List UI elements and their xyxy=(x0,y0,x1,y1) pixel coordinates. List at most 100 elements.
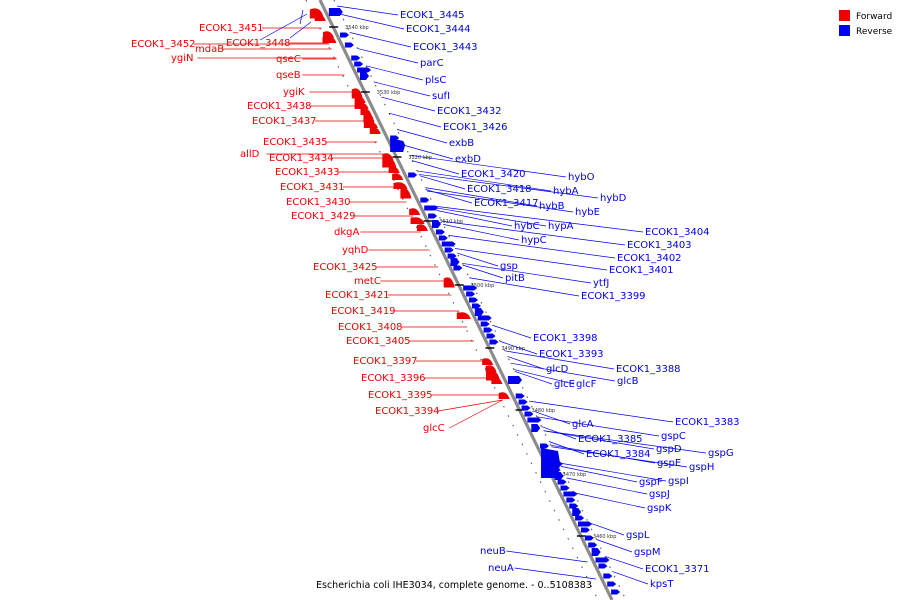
forward-gene xyxy=(392,173,404,180)
reverse-leader xyxy=(336,5,399,16)
forward-gene xyxy=(400,188,412,199)
scale-tick-label: 3470 kbp xyxy=(563,472,587,478)
forward-gene-label: ECOK1_3435 xyxy=(263,137,328,148)
reverse-leader xyxy=(513,369,575,385)
reverse-leader xyxy=(492,324,532,339)
reverse-gene xyxy=(469,297,478,303)
reverse-gene-label: hybC xyxy=(514,221,540,232)
reverse-leader xyxy=(409,154,567,178)
forward-gene-label: ECOK1_3452 xyxy=(131,39,196,50)
reverse-gene-label: ECOK1_3420 xyxy=(461,169,526,180)
forward-gene xyxy=(482,358,494,365)
scale-tick-label: 3460 kbp xyxy=(593,534,617,540)
reverse-leader xyxy=(418,174,599,199)
reverse-gene-label: gspH xyxy=(689,462,714,473)
reverse-gene xyxy=(607,581,617,587)
forward-leader xyxy=(449,399,503,429)
reverse-gene xyxy=(578,521,593,527)
reverse-gene xyxy=(584,535,594,541)
reverse-gene xyxy=(477,315,492,321)
reverse-gene xyxy=(489,339,499,345)
reverse-leader xyxy=(560,466,638,483)
reverse-gene xyxy=(420,197,430,203)
reverse-gene-label: hypC xyxy=(521,235,547,246)
reverse-gene-label: gspD xyxy=(656,444,682,455)
forward-gene xyxy=(498,392,510,399)
reverse-leader xyxy=(462,262,592,284)
reverse-gene xyxy=(557,479,567,485)
reverse-leader xyxy=(462,264,504,279)
reverse-gene-label: exbD xyxy=(455,154,481,165)
forward-gene-label: ECOK1_3431 xyxy=(280,182,345,193)
reverse-gene-label: gspI xyxy=(668,476,689,487)
legend-reverse-swatch xyxy=(839,25,850,36)
forward-gene-label: ECOK1_3405 xyxy=(346,336,411,347)
forward-gene-label: ECOK1_3419 xyxy=(331,306,396,317)
forward-gene xyxy=(323,31,335,38)
reverse-leader xyxy=(436,210,513,227)
forward-gene xyxy=(354,96,366,103)
reverse-gene-label: ECOK1_3401 xyxy=(609,265,674,276)
reverse-gene xyxy=(560,485,570,491)
forward-gene xyxy=(456,312,471,319)
reverse-leader xyxy=(289,21,312,39)
reverse-gene-label: hybA xyxy=(553,186,579,197)
forward-gene-label: ECOK1_3394 xyxy=(375,406,440,417)
reverse-leader xyxy=(506,550,588,563)
reverse-gene xyxy=(390,138,406,152)
reverse-leader xyxy=(559,462,667,482)
reverse-gene xyxy=(354,61,364,67)
reverse-gene-label: ECOK1_3384 xyxy=(586,449,651,460)
reverse-leader xyxy=(349,32,412,48)
reverse-leader xyxy=(534,411,571,425)
reverse-leader xyxy=(510,362,616,382)
reverse-gene-label: glcE xyxy=(554,379,575,390)
reverse-gene xyxy=(444,247,454,253)
reverse-gene xyxy=(524,411,534,417)
reverse-gene-label: hybO xyxy=(568,172,595,183)
forward-gene-label: ygiK xyxy=(283,87,305,98)
reverse-leader xyxy=(543,430,707,454)
reverse-gene xyxy=(540,443,550,449)
reverse-gene-label: pitB xyxy=(505,273,525,284)
reverse-leader xyxy=(373,81,431,97)
reverse-leader xyxy=(573,492,646,509)
reverse-gene-label: ECOK1_3399 xyxy=(581,291,646,302)
reverse-gene xyxy=(450,258,460,266)
reverse-leader xyxy=(381,96,436,112)
reverse-leader xyxy=(435,207,547,227)
reverse-gene-label: hybD xyxy=(600,193,627,204)
reverse-gene-label: neuB xyxy=(480,546,506,557)
reverse-gene xyxy=(480,321,490,327)
reverse-gene-label: ECOK1_3402 xyxy=(617,253,682,264)
forward-gene-label: ECOK1_3395 xyxy=(368,390,433,401)
reverse-gene xyxy=(344,42,354,48)
reverse-leader xyxy=(389,112,442,128)
forward-gene-label: yqhD xyxy=(342,245,369,256)
reverse-gene xyxy=(432,220,442,228)
reverse-gene xyxy=(466,291,476,297)
label-leader-lines xyxy=(194,5,707,585)
forward-gene-label: ECOK1_3429 xyxy=(291,211,356,222)
forward-gene-label: ECOK1_3397 xyxy=(353,356,418,367)
reverse-gene xyxy=(507,376,522,384)
reverse-gene-label: neuA xyxy=(488,563,514,574)
reverse-gene xyxy=(408,172,418,178)
reverse-gene-label: kpsT xyxy=(650,579,674,590)
reverse-gene-label: ECOK1_3404 xyxy=(645,227,710,238)
reverse-gene-label: ECOK1_3432 xyxy=(437,106,502,117)
reverse-gene-label: ECOK1_3403 xyxy=(627,240,692,251)
reverse-gene xyxy=(340,32,350,38)
forward-gene xyxy=(322,36,337,43)
reverse-leader xyxy=(551,446,688,468)
reverse-gene-label: glcD xyxy=(546,364,569,375)
reverse-gene-label: glcB xyxy=(617,376,639,387)
reverse-leader xyxy=(596,539,633,553)
reverse-gene xyxy=(541,448,561,478)
forward-gene-label: ECOK1_3430 xyxy=(286,197,351,208)
reverse-gene-label: hybE xyxy=(575,207,600,218)
reverse-gene xyxy=(603,573,613,579)
reverse-gene xyxy=(328,8,343,16)
reverse-leader xyxy=(448,235,616,259)
